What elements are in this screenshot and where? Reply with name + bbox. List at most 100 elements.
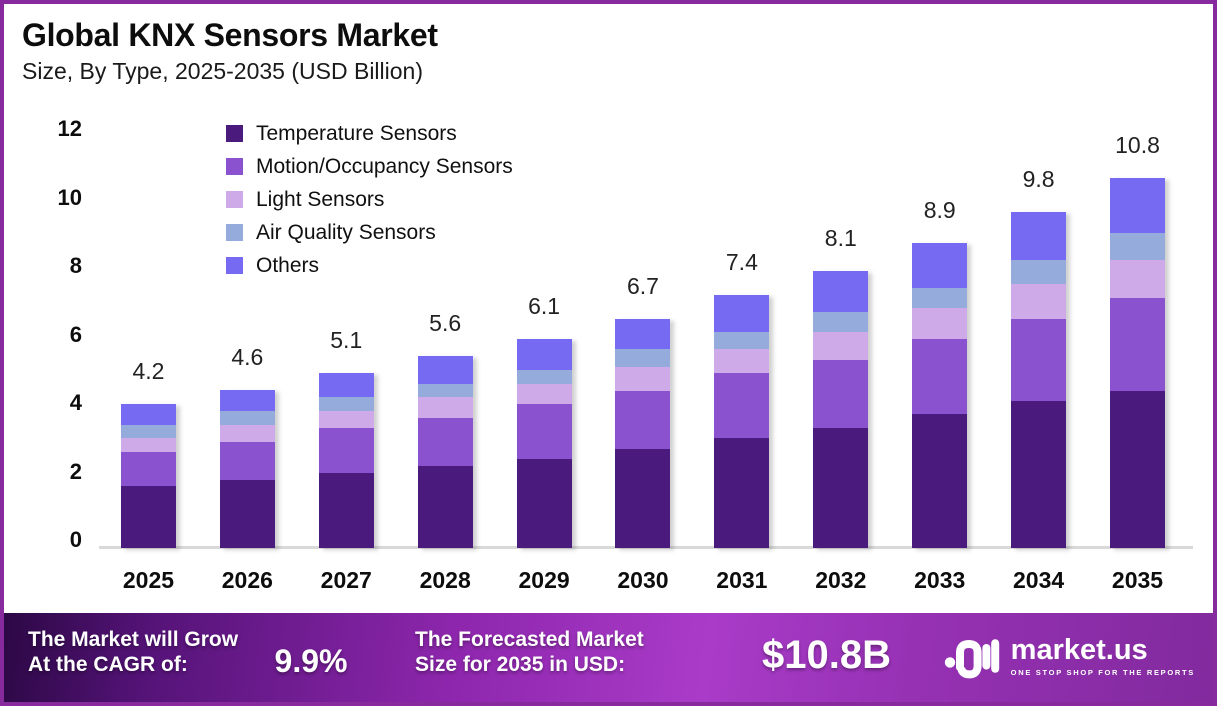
- forecast-label-line2: Size for 2035 in USD:: [415, 653, 626, 676]
- brand-text: market.us ONE STOP SHOP FOR THE REPORTS: [1010, 633, 1195, 677]
- segment-air-quality-sensors: [219, 411, 275, 425]
- cagr-label-line2: At the CAGR of:: [28, 653, 188, 676]
- legend-item-others: Others: [226, 249, 513, 282]
- x-axis-label-2032: 2032: [815, 567, 867, 593]
- segment-temperature-sensors: [615, 448, 671, 548]
- segment-air-quality-sensors: [318, 397, 374, 412]
- bar-total-label-2027: 5.1: [330, 327, 363, 354]
- segment-others: [813, 270, 869, 312]
- segment-motion-occupancy-sensors: [912, 339, 968, 415]
- segment-motion-occupancy-sensors: [813, 359, 869, 429]
- bar-group-2029: 6.1: [495, 293, 594, 548]
- legend-swatch-icon: [226, 257, 243, 274]
- segment-light-sensors: [120, 438, 176, 453]
- segment-temperature-sensors: [1011, 400, 1067, 548]
- bar-chart-plot-area: 4.2 4.6 5.1 5.6 6.1 6.7 7.4 8.1 8.9 9.8 10.8: [99, 132, 1187, 548]
- y-axis-label-12: 12: [57, 116, 82, 141]
- bar-total-label-2029: 6.1: [528, 293, 561, 320]
- x-axis-label-2030: 2030: [617, 567, 669, 593]
- segment-others: [912, 243, 968, 288]
- bar-stack-2031: [714, 294, 770, 548]
- bar-group-2030: 6.7: [594, 273, 693, 548]
- bar-total-label-2031: 7.4: [725, 248, 758, 275]
- segment-motion-occupancy-sensors: [318, 428, 374, 473]
- segment-others: [120, 404, 176, 425]
- brand-name: market.us: [1010, 633, 1148, 666]
- bar-stack-2027: [318, 373, 374, 548]
- bar-group-2027: 5.1: [297, 327, 396, 548]
- segment-light-sensors: [219, 424, 275, 442]
- segment-temperature-sensors: [714, 438, 770, 548]
- bar-stack-2026: [219, 390, 275, 548]
- segment-motion-occupancy-sensors: [1011, 318, 1067, 401]
- segment-temperature-sensors: [1110, 390, 1166, 548]
- y-axis-label-0: 0: [69, 527, 82, 552]
- bar-stack-2028: [417, 356, 473, 548]
- segment-temperature-sensors: [813, 428, 869, 548]
- segment-others: [1011, 212, 1067, 261]
- legend-item-temperature-sensors: Temperature Sensors: [226, 117, 513, 150]
- bar-total-label-2034: 9.8: [1022, 166, 1055, 193]
- chart-header: Global KNX Sensors Market Size, By Type,…: [22, 16, 438, 85]
- chart-legend: Temperature Sensors Motion/Occupancy Sens…: [226, 117, 513, 282]
- x-axis-label-2026: 2026: [221, 567, 273, 593]
- segment-light-sensors: [318, 411, 374, 429]
- segment-others: [615, 318, 671, 350]
- segment-temperature-sensors: [120, 486, 176, 548]
- brand-tagline: ONE STOP SHOP FOR THE REPORTS: [1010, 667, 1195, 677]
- footer-banner: The Market will Grow At the CAGR of: 9.9…: [4, 613, 1213, 702]
- x-axis-label-2028: 2028: [419, 567, 471, 593]
- y-axis-label-4: 4: [69, 390, 82, 415]
- legend-swatch-icon: [226, 191, 243, 208]
- segment-light-sensors: [516, 383, 572, 405]
- segment-others: [714, 294, 770, 333]
- x-axis-label-2029: 2029: [518, 567, 570, 593]
- bar-stack-2034: [1011, 212, 1067, 548]
- y-axis-label-2: 2: [69, 458, 82, 484]
- bar-total-label-2035: 10.8: [1115, 132, 1160, 159]
- page-subtitle: Size, By Type, 2025-2035 (USD Billion): [22, 58, 423, 84]
- legend-item-light-sensors: Light Sensors: [226, 183, 513, 216]
- segment-air-quality-sensors: [1110, 232, 1166, 261]
- x-axis-label-2034: 2034: [1013, 567, 1065, 593]
- bar-total-label-2032: 8.1: [824, 224, 857, 251]
- bar-stack-2033: [912, 243, 968, 548]
- forecast-label: The Forecasted Market Size for 2035 in U…: [415, 627, 644, 677]
- segment-others: [516, 339, 572, 370]
- segment-light-sensors: [813, 332, 869, 360]
- segment-others: [219, 390, 275, 412]
- bar-group-2034: 9.8: [989, 166, 1088, 548]
- bar-group-2028: 5.6: [396, 310, 495, 548]
- x-axis: 2025 2026 2027 2028 2029 2030 2031 2032 2033 2034…: [99, 567, 1187, 594]
- segment-temperature-sensors: [219, 479, 275, 548]
- forecast-market-size-value: $10.8B: [762, 633, 891, 677]
- y-axis: 0 2 4 6 8 10 12: [4, 116, 82, 552]
- segment-motion-occupancy-sensors: [714, 373, 770, 439]
- bar-total-label-2028: 5.6: [429, 310, 462, 337]
- legend-item-motion-occupancy-sensors: Motion/Occupancy Sensors: [226, 150, 513, 183]
- legend-label: Temperature Sensors: [256, 121, 457, 145]
- forecast-label-line1: The Forecasted Market: [415, 628, 644, 651]
- segment-temperature-sensors: [912, 414, 968, 548]
- segment-motion-occupancy-sensors: [1110, 298, 1166, 391]
- y-axis-label-10: 10: [57, 184, 82, 210]
- segment-air-quality-sensors: [516, 369, 572, 384]
- y-axis-label-6: 6: [69, 321, 82, 347]
- segment-motion-occupancy-sensors: [615, 390, 671, 449]
- segment-light-sensors: [912, 308, 968, 340]
- brand-block: market.us ONE STOP SHOP FOR THE REPORTS: [944, 631, 1195, 681]
- bar-stack-2035: [1110, 178, 1166, 548]
- segment-air-quality-sensors: [714, 332, 770, 350]
- segment-air-quality-sensors: [813, 311, 869, 333]
- legend-item-air-quality-sensors: Air Quality Sensors: [226, 216, 513, 249]
- bar-group-2025: 4.2: [99, 358, 198, 548]
- legend-swatch-icon: [226, 158, 243, 175]
- segment-others: [318, 373, 374, 398]
- cagr-label: The Market will Grow At the CAGR of:: [28, 627, 238, 677]
- bar-stack-2032: [813, 270, 869, 548]
- legend-swatch-icon: [226, 125, 243, 142]
- segment-light-sensors: [1011, 284, 1067, 319]
- legend-label: Motion/Occupancy Sensors: [256, 154, 513, 178]
- segment-temperature-sensors: [417, 465, 473, 548]
